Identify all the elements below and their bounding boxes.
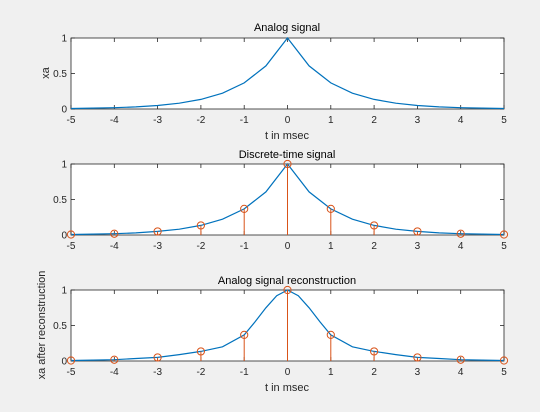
stem-marker	[240, 204, 249, 213]
x-tick-label: 2	[371, 367, 377, 378]
x-tick-label: -4	[110, 115, 119, 126]
data-marks	[70, 37, 505, 110]
x-tick-label: 3	[415, 367, 421, 378]
subplot-analog: Analog signal -5 -4 -3 -2 -1 0 1 2 3 4 5 0 0.5 1 t i…	[40, 22, 507, 142]
stem-marker	[240, 330, 249, 339]
x-tick-label: -1	[240, 115, 249, 126]
y-tick-label: 0	[61, 105, 67, 116]
stem-marker	[153, 353, 162, 362]
stem-marker	[66, 230, 76, 239]
stem-marker	[110, 229, 119, 238]
x-tick-label: -5	[67, 367, 76, 378]
series-line	[70, 37, 505, 110]
stem-marker	[196, 221, 205, 230]
x-tick-label: 4	[458, 115, 464, 126]
x-tick-label: 0	[285, 115, 291, 126]
x-tick-label: 3	[415, 115, 421, 126]
x-tick-label: 4	[458, 367, 464, 378]
stem-marker	[196, 347, 205, 356]
x-tick-label: 1	[328, 241, 334, 252]
stem-marker	[370, 347, 379, 356]
stem-marker	[499, 356, 509, 365]
stem-marker	[283, 159, 292, 169]
x-tick-label: 5	[501, 367, 507, 378]
x-tick-label: 2	[371, 115, 377, 126]
y-tick-label: 0.5	[53, 195, 67, 206]
subplot-reconstruction: Analog signal reconstruction -5 -4 -3 -2 -1 0…	[36, 271, 509, 394]
x-tick-label: 0	[285, 367, 291, 378]
x-tick-label: -3	[153, 367, 162, 378]
x-ticks: -5 -4 -3 -2 -1 0 1 2 3 4 5	[67, 290, 507, 378]
data-marks	[66, 159, 509, 239]
subplot-discrete: Discrete-time signal -5 -4 -3 -2 -1 0 1 2 3 4 5 0 0…	[53, 149, 509, 252]
x-tick-label: -2	[196, 241, 205, 252]
stem-marker	[499, 230, 509, 239]
x-tick-label: -3	[153, 115, 162, 126]
y-axis-label: xa	[40, 66, 52, 79]
x-tick-label: -1	[240, 241, 249, 252]
chart-title: Analog signal	[254, 22, 320, 34]
chart-title: Analog signal reconstruction	[218, 275, 356, 287]
x-tick-label: -5	[67, 115, 76, 126]
stem-marker	[326, 204, 335, 213]
x-tick-label: -4	[110, 367, 119, 378]
x-tick-label: 5	[501, 115, 507, 126]
stem-marker	[66, 356, 76, 365]
x-tick-label: -2	[196, 367, 205, 378]
x-ticks: -5 -4 -3 -2 -1 0 1 2 3 4 5	[67, 164, 507, 252]
x-tick-label: -5	[67, 241, 76, 252]
y-axis-label: xa after reconstruction	[36, 271, 48, 380]
y-tick-label: 0.5	[53, 69, 67, 80]
x-tick-label: -2	[196, 115, 205, 126]
x-tick-label: 4	[458, 241, 464, 252]
y-tick-label: 1	[61, 160, 67, 171]
x-tick-label: -3	[153, 241, 162, 252]
stem-marker	[413, 353, 422, 362]
x-tick-label: 2	[371, 241, 377, 252]
x-axis-label: t in msec	[265, 130, 310, 142]
x-tick-label: 1	[328, 367, 334, 378]
x-tick-label: 0	[285, 241, 291, 252]
data-marks	[66, 285, 509, 365]
stem-marker	[110, 355, 119, 364]
stem-marker	[456, 229, 465, 238]
y-tick-label: 0.5	[53, 321, 67, 332]
y-tick-label: 1	[61, 286, 67, 297]
x-tick-label: -1	[240, 367, 249, 378]
stem-marker	[283, 285, 292, 295]
stem-marker	[326, 330, 335, 339]
x-ticks: -5 -4 -3 -2 -1 0 1 2 3 4 5	[67, 38, 507, 126]
y-tick-label: 1	[61, 34, 67, 45]
stem-marker	[153, 227, 162, 236]
stem-marker	[456, 355, 465, 364]
stem-marker	[370, 221, 379, 230]
x-tick-label: 5	[501, 241, 507, 252]
y-tick-label: 0	[61, 357, 67, 368]
x-tick-label: 1	[328, 115, 334, 126]
plot-area	[70, 37, 505, 110]
x-tick-label: 3	[415, 241, 421, 252]
chart-title: Discrete-time signal	[239, 149, 336, 161]
x-tick-label: -4	[110, 241, 119, 252]
x-axis-label: t in msec	[265, 382, 310, 394]
stem-marker	[413, 227, 422, 236]
y-tick-label: 0	[61, 231, 67, 242]
